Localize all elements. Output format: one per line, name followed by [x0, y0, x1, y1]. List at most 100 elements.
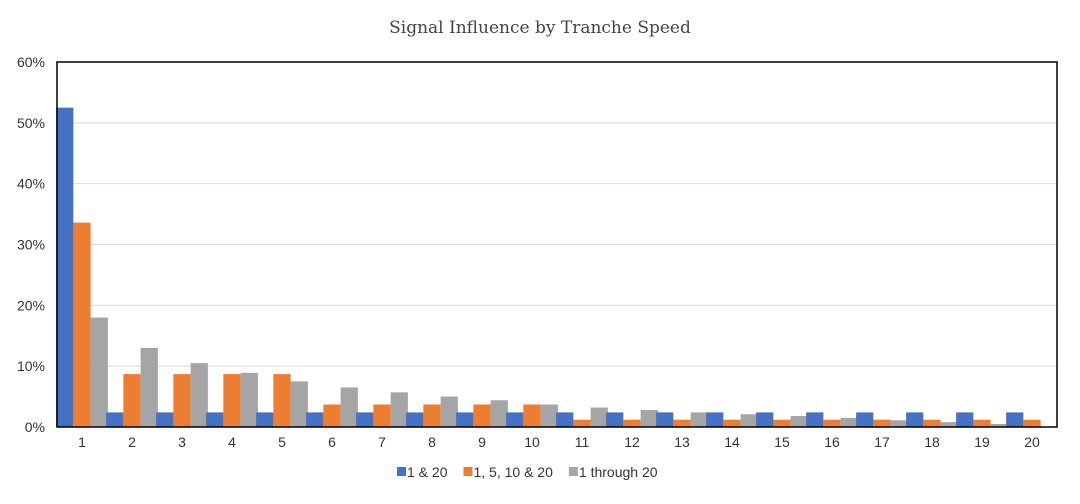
bar: [706, 412, 724, 427]
bar: [823, 419, 841, 427]
bar: [956, 412, 974, 427]
bar: [556, 412, 574, 427]
x-tick-label: 8: [428, 434, 436, 450]
y-tick-label: 50%: [17, 115, 45, 131]
bar: [273, 374, 291, 427]
x-tick-label: 10: [524, 434, 540, 450]
x-tick-label: 12: [624, 434, 640, 450]
y-tick-label: 10%: [17, 358, 45, 374]
x-tick-label: 6: [328, 434, 336, 450]
bar: [456, 412, 474, 427]
bar: [773, 419, 791, 427]
y-tick-label: 60%: [17, 54, 45, 70]
x-tick-label: 7: [378, 434, 386, 450]
x-tick-label: 3: [178, 434, 186, 450]
bar: [290, 381, 308, 427]
bar: [806, 412, 824, 427]
bar: [890, 420, 908, 427]
bar: [106, 412, 124, 427]
bar: [173, 374, 191, 427]
bar: [923, 419, 941, 427]
bar: [473, 404, 491, 427]
y-axis-ticks: 0% 10% 20% 30% 40% 50% 60%: [17, 54, 45, 435]
x-tick-label: 13: [674, 434, 690, 450]
bar: [423, 404, 441, 427]
bar: [990, 423, 1008, 427]
bar: [323, 404, 341, 427]
bars: [56, 107, 1041, 427]
y-tick-label: 30%: [17, 237, 45, 253]
bar: [723, 419, 741, 427]
x-tick-label: 14: [724, 434, 740, 450]
y-tick-label: 20%: [17, 297, 45, 313]
x-tick-label: 11: [575, 434, 590, 450]
bar: [440, 396, 458, 427]
bar: [523, 404, 541, 427]
bar: [840, 417, 858, 427]
bar: [506, 412, 524, 427]
bar: [690, 412, 708, 427]
bar: [223, 374, 241, 427]
x-tick-label: 1: [78, 434, 86, 450]
bar: [1023, 419, 1041, 427]
x-tick-label: 18: [924, 434, 940, 450]
bar: [640, 409, 658, 427]
bar: [540, 404, 558, 427]
bar: [673, 419, 691, 427]
y-tick-label: 40%: [17, 176, 45, 192]
legend-label: 1 & 20: [407, 464, 448, 480]
bar: [573, 419, 591, 427]
bar: [590, 407, 608, 427]
bar: [90, 317, 108, 427]
bar: [306, 412, 324, 427]
bar: [140, 347, 158, 427]
bar: [606, 412, 624, 427]
bar: [940, 422, 958, 427]
chart-title: Signal Influence by Tranche Speed: [389, 18, 691, 38]
plot-frame: [56, 61, 1058, 428]
bar: [340, 387, 358, 427]
bar: [406, 412, 424, 427]
bar: [656, 412, 674, 427]
legend-swatch: [568, 467, 578, 476]
legend-swatch: [397, 467, 406, 476]
bar: [190, 363, 208, 427]
x-tick-label: 17: [874, 434, 890, 450]
x-tick-label: 15: [774, 434, 790, 450]
bar: [740, 414, 758, 427]
x-tick-label: 19: [974, 434, 990, 450]
bar: [123, 374, 141, 427]
bar: [390, 392, 408, 427]
bar: [756, 412, 774, 427]
bar: [1006, 412, 1024, 427]
bar: [56, 107, 74, 427]
x-tick-label: 2: [128, 434, 136, 450]
bar: [156, 412, 174, 427]
bar: [856, 412, 874, 427]
bar: [906, 412, 924, 427]
gridlines: [57, 122, 1057, 367]
bar: [206, 412, 224, 427]
bar: [373, 404, 391, 427]
x-tick-label: 4: [228, 434, 236, 450]
legend-label: 1, 5, 10 & 20: [473, 464, 553, 480]
bar: [873, 419, 891, 427]
bar: [790, 416, 808, 427]
bar: [356, 412, 374, 427]
bar: [240, 372, 258, 427]
bar: [256, 412, 274, 427]
legend-swatch: [463, 467, 473, 476]
legend: 1 & 20 1, 5, 10 & 20 1 through 20: [397, 464, 658, 480]
x-axis-ticks: 1 2 3 4 5 6 7 8 9 10 11 12 13 14 15 16 17 18 19 20: [78, 434, 1040, 450]
bar: [490, 400, 508, 427]
x-tick-label: 20: [1024, 434, 1040, 450]
x-tick-label: 5: [278, 434, 286, 450]
bar: [623, 419, 641, 427]
bar: [973, 419, 991, 427]
x-tick-label: 9: [478, 434, 486, 450]
legend-label: 1 through 20: [579, 464, 658, 480]
bar: [73, 222, 91, 427]
y-tick-label: 0%: [25, 419, 45, 435]
x-tick-label: 16: [824, 434, 840, 450]
